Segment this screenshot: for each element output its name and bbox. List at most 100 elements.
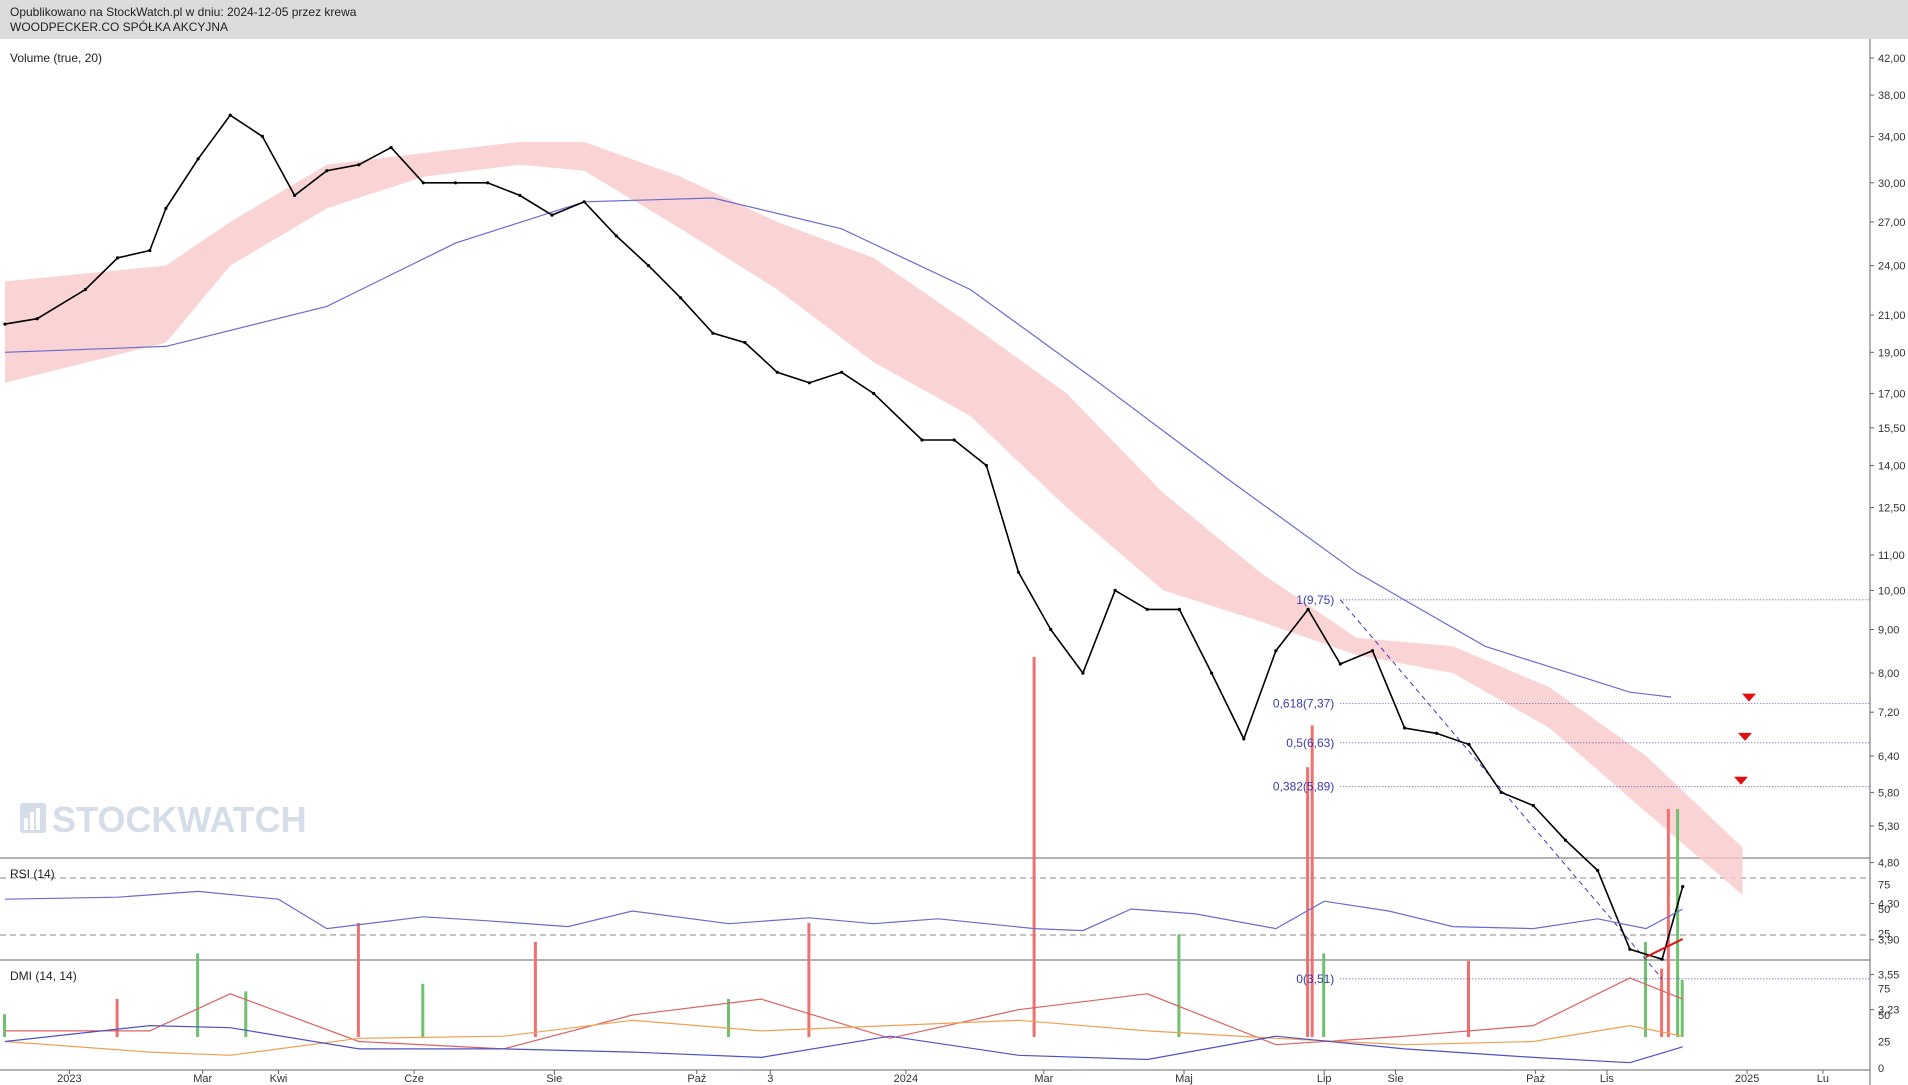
price-point xyxy=(582,200,586,204)
x-tick-label: 3 xyxy=(767,1073,773,1085)
down-arrow-icon xyxy=(1734,776,1748,785)
price-point xyxy=(421,181,425,185)
stockwatch-logo: STOCKWATCH xyxy=(20,799,307,840)
dmi-tick-label: 0 xyxy=(1878,1063,1884,1075)
fib-level-label: 0,382(5,89) xyxy=(1273,780,1334,794)
price-point xyxy=(775,370,779,374)
price-point xyxy=(984,463,989,468)
divergence-line xyxy=(1645,938,1684,958)
price-point xyxy=(1628,947,1632,951)
x-tick-label: Lu xyxy=(1817,1073,1829,1085)
y-tick-label: 3,90 xyxy=(1878,935,1899,947)
x-tick-label: Lis xyxy=(1600,1073,1615,1085)
price-point xyxy=(1306,607,1310,612)
volume-bar xyxy=(1680,980,1684,1037)
published-caption: Opublikowano na StockWatch.pl w dniu: 20… xyxy=(10,5,357,19)
price-point xyxy=(83,287,87,292)
volume-bar xyxy=(1467,961,1470,1037)
price-point xyxy=(743,341,747,345)
down-arrow-icon xyxy=(1738,732,1752,741)
fib-level-label: 0,618(7,37) xyxy=(1273,697,1334,711)
volume-bar xyxy=(1032,657,1036,1037)
dmi-series-di xyxy=(4,1019,1683,1056)
price-point xyxy=(1403,726,1407,730)
price-point xyxy=(711,331,715,335)
dmi-tick-label: 75 xyxy=(1878,984,1890,996)
moving-average xyxy=(4,197,1672,698)
y-tick-label: 11,00 xyxy=(1878,550,1905,562)
price-point xyxy=(1531,803,1535,808)
price-point xyxy=(840,370,844,374)
y-tick-label: 3,55 xyxy=(1878,970,1899,982)
rsi-tick-label: 75 xyxy=(1878,880,1890,892)
price-point xyxy=(1338,662,1342,666)
y-tick-label: 8,00 xyxy=(1878,668,1899,680)
y-tick-label: 34,00 xyxy=(1878,131,1906,143)
y-tick-label: 5,80 xyxy=(1878,787,1899,799)
dmi-series-adx xyxy=(5,977,1683,1050)
y-tick-label: 27,00 xyxy=(1878,217,1906,229)
price-point xyxy=(35,317,39,321)
y-tick-label: 24,00 xyxy=(1878,261,1906,273)
price-point xyxy=(1081,671,1085,675)
fib-level-label: 0(3,51) xyxy=(1296,972,1334,986)
y-tick-label: 5,30 xyxy=(1878,821,1899,833)
price-point xyxy=(148,248,152,253)
rsi-axis: 75 50 25 xyxy=(1878,880,1890,941)
rsi-tick-label: 25 xyxy=(1878,929,1890,941)
company-name: WOODPECKER.CO SPÓŁKA AKCYJNA xyxy=(10,20,229,34)
x-tick-label: Maj xyxy=(1175,1073,1193,1085)
y-tick-label: 7,20 xyxy=(1878,707,1899,719)
price-series xyxy=(3,113,1685,961)
volume-bar xyxy=(533,942,537,1037)
volume-bar xyxy=(1660,968,1664,1037)
x-tick-label: 2023 xyxy=(57,1073,81,1085)
price-point xyxy=(1681,885,1685,889)
price-point xyxy=(807,381,812,385)
price-point xyxy=(679,296,683,300)
volume-bar xyxy=(421,983,425,1037)
volume-bar xyxy=(1666,809,1670,1037)
x-tick-label: Paź xyxy=(1526,1073,1545,1085)
price-point xyxy=(1370,649,1375,653)
volume-bar xyxy=(115,999,119,1037)
watermark-text: STOCKWATCH xyxy=(52,799,307,840)
down-arrow-icon xyxy=(1742,693,1756,702)
signal-markers xyxy=(1645,693,1756,958)
price-point xyxy=(952,438,956,442)
chart-header: Opublikowano na StockWatch.pl w dniu: 20… xyxy=(0,0,1908,39)
price-point xyxy=(1177,607,1181,612)
x-tick-label: Mar xyxy=(193,1073,212,1085)
volume-bar xyxy=(1322,953,1326,1037)
y-tick-label: 38,00 xyxy=(1878,90,1906,102)
price-point xyxy=(518,193,522,197)
y-tick-label: 17,00 xyxy=(1878,389,1906,401)
x-tick-label: Cze xyxy=(404,1073,424,1085)
price-point xyxy=(550,213,554,217)
rsi-line xyxy=(4,890,1683,932)
volume-bar xyxy=(1306,767,1310,1037)
x-tick-label: Sie xyxy=(546,1073,562,1085)
price-point xyxy=(1274,649,1278,653)
x-tick-label: Mar xyxy=(1034,1073,1053,1085)
x-tick-label: Kwi xyxy=(270,1073,288,1085)
volume-bar xyxy=(356,923,360,1037)
y-tick-label: 42,00 xyxy=(1878,53,1906,65)
dmi-series-di xyxy=(4,1024,1683,1064)
price-point xyxy=(614,234,618,238)
y-tick-label: 12,50 xyxy=(1878,503,1906,515)
price-point xyxy=(1145,607,1149,612)
volume-bar xyxy=(244,991,248,1037)
fib-level-label: 1(9,75) xyxy=(1296,593,1334,607)
y-tick-label: 19,00 xyxy=(1878,347,1906,359)
price-point xyxy=(1113,588,1117,593)
price-point xyxy=(646,264,651,268)
sma-line xyxy=(4,197,1672,698)
price-point xyxy=(920,438,924,442)
price-point xyxy=(3,322,7,326)
price-point xyxy=(260,134,264,138)
price-point xyxy=(1210,671,1214,675)
volume-bar xyxy=(1644,942,1647,1037)
volume-bar xyxy=(727,999,730,1037)
